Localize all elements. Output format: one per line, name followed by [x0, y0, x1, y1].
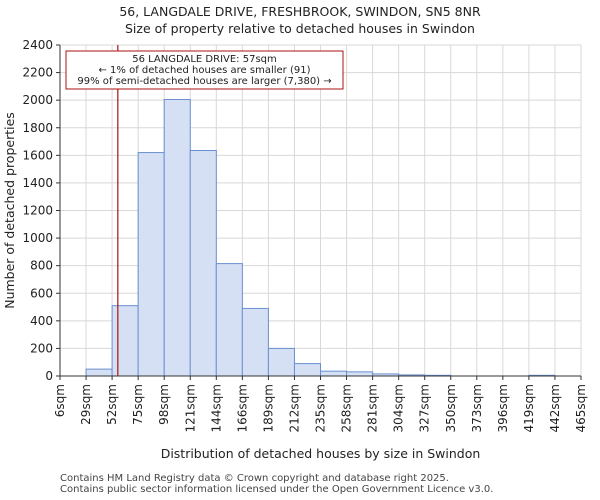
- y-tick-label: 600: [30, 286, 53, 300]
- y-tick-label: 2400: [22, 38, 53, 52]
- chart-title: 56, LANGDALE DRIVE, FRESHBROOK, SWINDON,…: [119, 4, 481, 19]
- y-tick-label: 1600: [22, 148, 53, 162]
- x-tick-label: 212sqm: [287, 384, 301, 432]
- chart-subtitle: Size of property relative to detached ho…: [125, 21, 475, 36]
- footer: Contains HM Land Registry data © Crown c…: [60, 473, 493, 495]
- histogram-chart: 0 200 400 600 800 1000 1200 1400 1600 1800 2000 220…: [2, 38, 588, 461]
- y-tick-label: 1400: [22, 176, 53, 190]
- x-tick-label: 121sqm: [183, 384, 197, 432]
- x-tick-label: 6sqm: [53, 384, 67, 417]
- x-tick-label: 396sqm: [496, 384, 510, 432]
- x-tick-label: 350sqm: [444, 384, 458, 432]
- histogram-bar: [346, 371, 374, 377]
- x-tick-label: 281sqm: [366, 384, 380, 432]
- histogram-bar: [267, 347, 295, 377]
- annotation-box: [65, 50, 344, 90]
- x-tick-label: 258sqm: [340, 384, 354, 432]
- histogram-bar: [293, 363, 322, 377]
- histogram-bar: [111, 305, 139, 377]
- y-tick-label: 2200: [22, 66, 53, 80]
- y-tick-label: 1200: [22, 204, 53, 218]
- footer-line-2: Contains public sector information licen…: [60, 484, 494, 495]
- x-tick-label: 52sqm: [105, 384, 119, 425]
- x-tick-label: 189sqm: [261, 384, 275, 432]
- histogram-bar: [163, 98, 191, 377]
- y-tick-label: 0: [45, 369, 53, 383]
- histogram-bar: [189, 150, 217, 377]
- x-axis-title: Distribution of detached houses by size …: [161, 446, 481, 461]
- x-tick-label: 442sqm: [548, 384, 562, 432]
- x-tick-label: 465sqm: [574, 384, 588, 432]
- y-axis-title: Number of detached properties: [2, 112, 17, 309]
- y-tick-label: 800: [30, 259, 53, 273]
- histogram-bar: [320, 370, 348, 377]
- x-tick-label: 144sqm: [209, 384, 223, 432]
- y-tick-label: 1000: [22, 231, 53, 245]
- histogram-bar: [137, 152, 165, 377]
- x-tick-label: 98sqm: [157, 384, 171, 425]
- annotation-line-2: ← 1% of detached houses are smaller (91): [99, 65, 311, 76]
- x-tick-label: 235sqm: [314, 384, 328, 432]
- histogram-bar: [241, 307, 269, 377]
- annotation-line-1: 56 LANGDALE DRIVE: 57sqm: [132, 54, 277, 65]
- y-tick-label: 400: [30, 314, 53, 328]
- footer-line-1: Contains HM Land Registry data © Crown c…: [60, 473, 449, 484]
- x-tick-label: 327sqm: [418, 384, 432, 432]
- annotation-line-3: 99% of semi-detached houses are larger (…: [77, 76, 331, 87]
- x-tick-label: 373sqm: [470, 384, 484, 432]
- y-tick-label: 1800: [22, 121, 53, 135]
- x-tick-label: 75sqm: [131, 384, 145, 425]
- histogram-bar: [215, 263, 243, 377]
- chart-title-block: 56, LANGDALE DRIVE, FRESHBROOK, SWINDON,…: [0, 3, 600, 37]
- x-tick-label: 29sqm: [79, 384, 93, 425]
- y-tick-label: 2000: [22, 93, 53, 107]
- x-tick-label: 166sqm: [235, 384, 249, 432]
- x-tick-label: 304sqm: [392, 384, 406, 432]
- histogram-bar: [85, 368, 113, 377]
- x-tick-label: 419sqm: [522, 384, 536, 432]
- y-tick-label: 200: [30, 341, 53, 355]
